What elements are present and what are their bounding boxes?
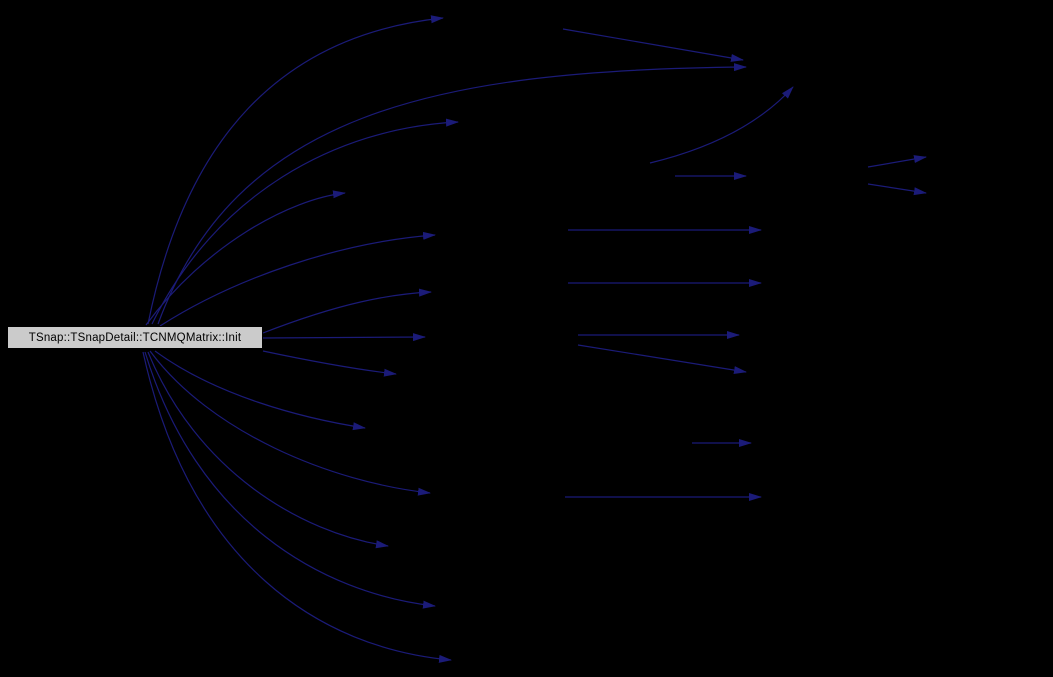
call-edge-fan-3 [151,118,459,325]
call-edge-mid-7 [577,344,747,375]
call-edge-fan-2 [157,63,747,325]
call-edge-fan-7 [262,333,426,342]
call-edge-fan-4 [145,190,346,326]
call-edge-fan-13 [142,351,452,663]
call-edge-fan-8 [262,350,397,377]
graph-node-label: TSnap::TSnapDetail::TCNMQMatrix::Init [28,331,242,344]
call-edge-fan-10 [149,350,431,496]
call-edge-right-2 [867,183,927,196]
call-edge-fan-1 [147,15,444,325]
call-edge-right-1 [867,155,927,168]
call-edge-mid-1 [562,28,744,62]
call-edge-fan-5 [159,231,436,327]
call-edge-fan-9 [154,350,366,431]
call-edge-mid-2 [649,86,794,164]
call-edge-fan-6 [262,288,432,334]
graph-node-init[interactable]: TSnap::TSnapDetail::TCNMQMatrix::Init [7,326,263,349]
call-edge-fan-12 [144,351,436,609]
call-edge-fan-11 [147,351,389,549]
